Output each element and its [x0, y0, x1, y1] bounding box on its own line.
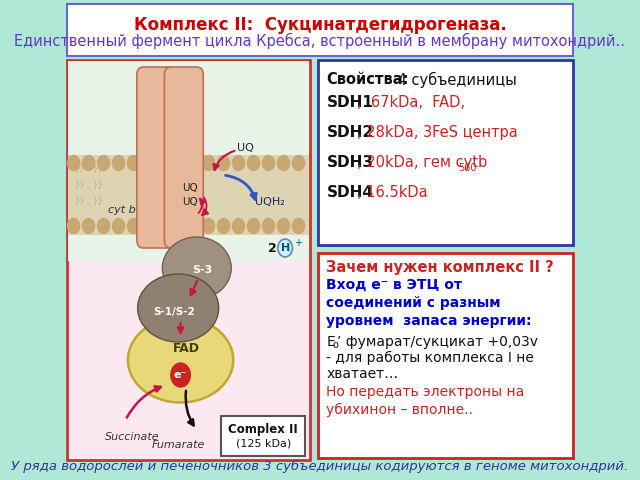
Ellipse shape [128, 317, 233, 403]
Text: (125 kDa): (125 kDa) [236, 439, 291, 449]
FancyBboxPatch shape [164, 67, 204, 248]
Text: }}: }} [93, 163, 104, 172]
FancyBboxPatch shape [221, 416, 305, 456]
Circle shape [218, 156, 230, 170]
Circle shape [202, 156, 214, 170]
Circle shape [157, 218, 170, 233]
Circle shape [113, 218, 125, 233]
Text: UQ: UQ [182, 183, 198, 193]
Circle shape [278, 156, 290, 170]
Text: Fumarate: Fumarate [152, 440, 205, 450]
Text: , 16.5kDa: , 16.5kDa [357, 185, 428, 200]
Circle shape [248, 218, 260, 233]
Text: SDH4: SDH4 [326, 185, 374, 200]
Circle shape [173, 218, 184, 233]
FancyBboxPatch shape [318, 253, 573, 458]
Text: - для работы комплекса I не: - для работы комплекса I не [326, 351, 534, 365]
Circle shape [202, 218, 214, 233]
Circle shape [278, 218, 290, 233]
Circle shape [67, 156, 79, 170]
Circle shape [143, 218, 155, 233]
Text: соединений с разным: соединений с разным [326, 296, 501, 310]
Circle shape [113, 156, 125, 170]
Text: 2: 2 [268, 241, 281, 254]
Text: , 28kDa, 3FeS центра: , 28kDa, 3FeS центра [357, 125, 518, 140]
Circle shape [127, 156, 140, 170]
Text: SDH3: SDH3 [326, 155, 374, 170]
Text: Complex II: Complex II [228, 423, 298, 436]
Text: Комплекс II:  Сукцинатдегидрогеназа.: Комплекс II: Сукцинатдегидрогеназа. [134, 16, 506, 34]
Text: Свойства:: Свойства: [326, 72, 409, 87]
Text: cyt b: cyt b [108, 205, 136, 215]
Text: , 20kDa, гем cytb: , 20kDa, гем cytb [357, 155, 488, 170]
Circle shape [232, 156, 244, 170]
Circle shape [262, 156, 275, 170]
Text: хватает…: хватает… [326, 367, 399, 381]
Circle shape [188, 156, 200, 170]
Text: }}: }} [93, 195, 104, 204]
Text: Succinate: Succinate [105, 432, 160, 442]
Text: Вход е⁻ в ЭТЦ от: Вход е⁻ в ЭТЦ от [326, 278, 463, 292]
FancyBboxPatch shape [67, 4, 573, 56]
FancyBboxPatch shape [137, 67, 176, 248]
Text: Зачем нужен комплекс II ?: Зачем нужен комплекс II ? [326, 260, 554, 275]
Text: SDH1: SDH1 [326, 95, 373, 110]
Text: E: E [326, 335, 335, 349]
Text: e⁻: e⁻ [174, 370, 188, 380]
Text: FAD: FAD [173, 341, 200, 355]
Circle shape [97, 156, 109, 170]
Circle shape [218, 218, 230, 233]
Text: уровнем  запаса энергии:: уровнем запаса энергии: [326, 314, 532, 328]
Text: убихинон – вполне..: убихинон – вполне.. [326, 403, 474, 417]
Text: Единственный фермент цикла Кребса, встроенный в мембрану митохондрий..: Единственный фермент цикла Кребса, встро… [15, 33, 625, 49]
Text: }}: }} [93, 179, 104, 188]
Text: S-1/S-2: S-1/S-2 [153, 307, 195, 317]
Circle shape [97, 218, 109, 233]
Circle shape [83, 156, 95, 170]
Circle shape [292, 218, 305, 233]
Circle shape [173, 156, 184, 170]
Text: SDH2: SDH2 [326, 125, 374, 140]
Text: }}: }} [76, 179, 86, 188]
Circle shape [157, 156, 170, 170]
Text: ’ фумарат/сукцикат +0,03v: ’ фумарат/сукцикат +0,03v [337, 335, 538, 349]
Text: }}: }} [76, 195, 86, 204]
Circle shape [262, 218, 275, 233]
Text: UQH₂: UQH₂ [255, 197, 285, 207]
FancyBboxPatch shape [67, 60, 310, 460]
Text: S-3: S-3 [193, 265, 212, 275]
Circle shape [83, 218, 95, 233]
Circle shape [143, 156, 155, 170]
Circle shape [292, 156, 305, 170]
Ellipse shape [138, 274, 219, 342]
FancyBboxPatch shape [318, 60, 573, 245]
Circle shape [188, 218, 200, 233]
Circle shape [232, 218, 244, 233]
FancyBboxPatch shape [68, 61, 310, 261]
Circle shape [127, 218, 140, 233]
Text: UQ: UQ [182, 197, 198, 207]
Text: o: o [332, 340, 338, 350]
Text: ,  67kDa,  FAD,: , 67kDa, FAD, [357, 95, 465, 110]
Text: 560: 560 [459, 163, 477, 173]
Text: UQ: UQ [237, 143, 254, 153]
Text: }}: }} [76, 163, 86, 172]
Circle shape [67, 218, 79, 233]
Circle shape [248, 156, 260, 170]
Text: H: H [280, 243, 290, 253]
Text: +: + [294, 238, 302, 248]
Circle shape [171, 363, 190, 387]
FancyBboxPatch shape [68, 155, 310, 235]
Ellipse shape [163, 237, 231, 299]
Text: 4 субъединицы: 4 субъединицы [393, 72, 516, 88]
Text: Но передать электроны на: Но передать электроны на [326, 385, 525, 399]
Text: У ряда водорослей и печеночников 3 субъединицы кодируются в геноме митохондрий.: У ряда водорослей и печеночников 3 субъе… [12, 460, 628, 473]
Circle shape [278, 239, 292, 257]
